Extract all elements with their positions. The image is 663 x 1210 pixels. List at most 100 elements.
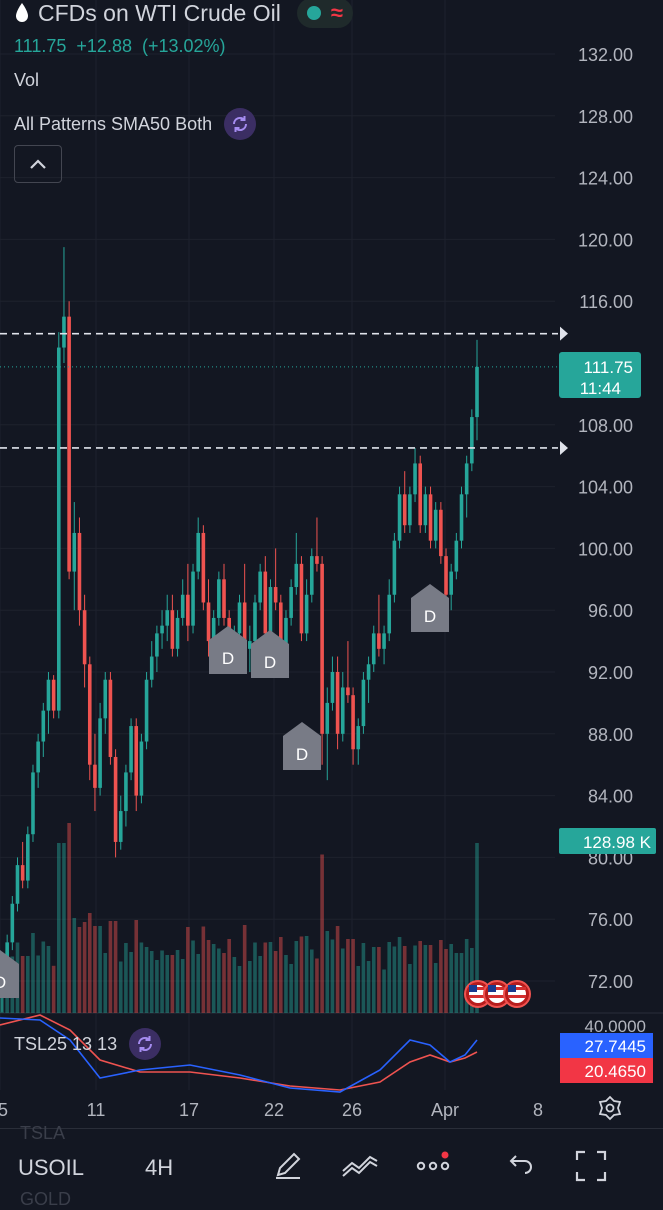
- candle-body: [351, 695, 355, 750]
- volume-bar: [289, 964, 293, 1013]
- time-axis-label: 17: [179, 1100, 199, 1120]
- candle-body: [325, 702, 330, 734]
- level-handle-icon: [560, 440, 568, 455]
- volume-bar: [387, 942, 392, 1013]
- volume-bar: [98, 926, 102, 1013]
- current-price-text: 111.75: [584, 358, 633, 377]
- volume-bar: [41, 941, 46, 1013]
- volume-bar: [413, 945, 417, 1013]
- flag-stripe: [488, 995, 506, 998]
- horizontal-levels[interactable]: [0, 326, 568, 455]
- candle-body: [41, 710, 46, 742]
- candle-body: [418, 463, 423, 526]
- candle-body: [413, 463, 417, 495]
- drawing-pen-icon[interactable]: [272, 1149, 304, 1186]
- more-options-icon[interactable]: [416, 1149, 452, 1186]
- volume-bar: [335, 926, 340, 1013]
- volume-legend[interactable]: Vol: [14, 70, 40, 90]
- volume-bar: [217, 948, 221, 1013]
- candle-body: [206, 602, 211, 642]
- candle-body: [191, 571, 195, 626]
- volume-bar: [408, 964, 412, 1013]
- indicator-legend[interactable]: All Patterns SMA50 Both: [14, 108, 257, 140]
- pattern-marker-label: D: [0, 973, 6, 992]
- volume-bar: [392, 946, 397, 1013]
- volume-bar: [134, 920, 139, 1013]
- oil-drop-icon: [16, 3, 28, 22]
- volume-bar: [26, 956, 30, 1013]
- volume-bar: [366, 961, 371, 1013]
- symbol-button[interactable]: USOIL: [18, 1155, 85, 1180]
- candle-body: [428, 494, 433, 541]
- volume-bar: [464, 939, 469, 1013]
- oscillator-pane: [0, 1014, 478, 1093]
- volume-bar: [273, 951, 278, 1013]
- candle-body: [253, 602, 257, 642]
- candle-body: [304, 594, 309, 634]
- collapse-legend-button[interactable]: [14, 145, 62, 183]
- indicators-icon[interactable]: [340, 1149, 380, 1186]
- candle-body: [165, 610, 170, 626]
- volume-bar: [356, 966, 361, 1013]
- candle-body: [356, 726, 361, 750]
- price-axis-label: 104.00: [578, 478, 633, 498]
- volume-bar: [103, 953, 108, 1013]
- volume-bar: [423, 945, 428, 1013]
- candle-body: [196, 532, 200, 572]
- oscillator-refresh-icon[interactable]: [129, 1028, 162, 1060]
- candle-body: [170, 610, 175, 649]
- candle-body: [377, 633, 381, 649]
- oscillator-legend[interactable]: TSL25 13 13: [14, 1028, 162, 1060]
- time-axis[interactable]: 5 11 17 22 26 Apr 8: [0, 1095, 622, 1121]
- candle-body: [439, 509, 443, 557]
- fullscreen-icon[interactable]: [574, 1149, 608, 1188]
- candle-body: [10, 903, 15, 943]
- volume-bar: [304, 936, 309, 1013]
- price-axis-label: 88.00: [588, 725, 633, 745]
- volume-bar: [402, 946, 407, 1013]
- volume-bar: [397, 937, 402, 1013]
- candle-body: [408, 494, 412, 526]
- candle-body: [258, 571, 262, 603]
- candle-body: [263, 571, 268, 634]
- volume-bar: [129, 952, 133, 1013]
- volume-bar: [459, 953, 464, 1013]
- volume-bar: [118, 961, 123, 1013]
- pattern-markers[interactable]: D D D D D: [0, 584, 531, 1008]
- undo-icon[interactable]: [503, 1149, 535, 1186]
- candle-body: [237, 602, 242, 634]
- volume-bar: [470, 948, 474, 1013]
- candle-body: [51, 679, 56, 711]
- oscillator-red-tag: [560, 1058, 653, 1083]
- symbol-title-row[interactable]: CFDs on WTI Crude Oil ≈: [14, 0, 353, 28]
- pattern-marker: [209, 626, 247, 674]
- volume-bar: [201, 926, 206, 1013]
- pattern-marker: [251, 630, 289, 678]
- candle-body: [46, 679, 51, 711]
- last-price: 111.75: [14, 36, 67, 56]
- market-status-pill[interactable]: ≈: [296, 0, 353, 28]
- volume-bar: [186, 927, 190, 1013]
- level-handle-icon: [560, 326, 568, 341]
- us-flag-icon: [464, 980, 492, 1008]
- volume-bar: [439, 940, 443, 1013]
- us-flag-icon: [503, 980, 531, 1008]
- candle-body: [15, 865, 20, 904]
- refresh-icon[interactable]: [224, 108, 257, 140]
- oscillator-scale-label: 40.0000: [585, 1017, 646, 1036]
- price-axis-label: 100.00: [578, 539, 633, 559]
- pattern-marker-label: D: [264, 653, 276, 672]
- volume-bars: [0, 823, 479, 1013]
- oscillator-blue-tag: [560, 1033, 653, 1058]
- interval-button[interactable]: 4H: [145, 1155, 174, 1180]
- candle-body: [155, 633, 159, 657]
- volume-bar: [31, 933, 35, 1013]
- candle-body: [366, 664, 371, 680]
- volume-bar: [93, 926, 97, 1013]
- candle-body: [444, 556, 448, 595]
- price-axis-label: 76.00: [588, 910, 633, 930]
- flag-stripe: [488, 987, 506, 990]
- volume-bar: [227, 939, 231, 1013]
- settings-gear-icon: [598, 1095, 622, 1121]
